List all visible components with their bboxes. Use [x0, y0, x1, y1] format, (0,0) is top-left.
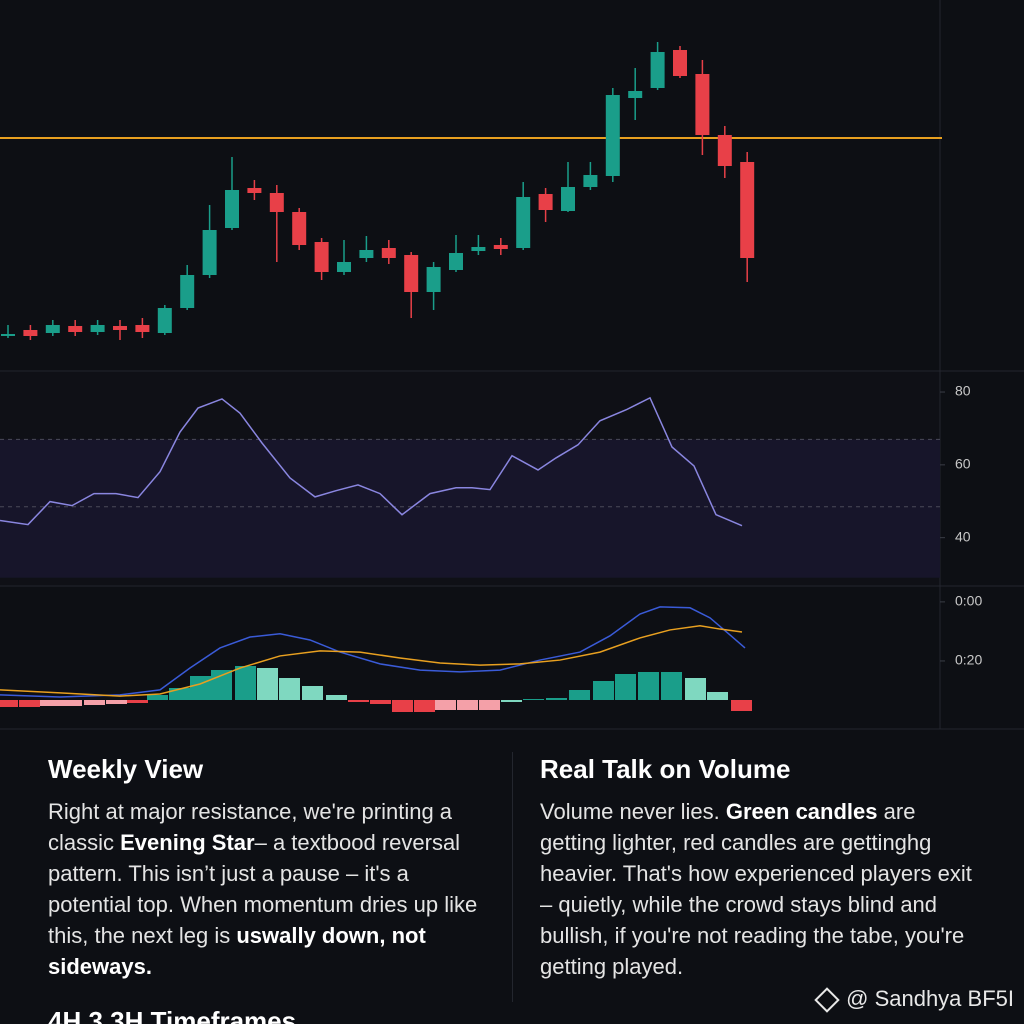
candle-body [314, 242, 329, 272]
paragraph: Right at major resistance, we're printin… [48, 796, 488, 982]
bold-text: uswally down, not sideways. [48, 923, 426, 979]
histogram-bar [40, 700, 61, 706]
candle-body [202, 230, 217, 275]
candle-body [337, 262, 351, 272]
candle-body [292, 212, 307, 245]
histogram-bar [190, 676, 211, 700]
candle-body [90, 325, 105, 332]
watermark-text: @ Sandhya BF5I [846, 986, 1014, 1011]
candle-body [538, 194, 553, 210]
candle-body [516, 197, 531, 248]
candle-body [225, 190, 239, 228]
candle-body [493, 245, 508, 249]
candle-body [650, 52, 665, 88]
candle-body [605, 95, 620, 176]
candle-body [695, 74, 710, 135]
histogram-bar [61, 700, 82, 706]
macd-line [0, 625, 743, 697]
cut-heading: 4H 3.3H Timeframes [48, 1006, 297, 1024]
candle-body [269, 193, 284, 212]
histogram-bar [569, 690, 590, 700]
divider [512, 752, 513, 1002]
candle-body [157, 308, 172, 333]
candle-body [717, 135, 732, 166]
candle-body [247, 188, 262, 193]
volume-talk: Real Talk on Volume Volume never lies. Gr… [540, 752, 980, 982]
histogram-bar [661, 672, 682, 700]
weekly-view: Weekly View Right at major resistance, we… [48, 752, 488, 982]
histogram-bar [457, 700, 478, 710]
heading: Real Talk on Volume [540, 754, 791, 784]
histogram-bar [731, 700, 752, 711]
candle-body [404, 255, 419, 292]
histogram-bar [685, 678, 706, 700]
y-tick-label: 0:20 [955, 652, 982, 668]
candle-body [359, 250, 374, 258]
bold-text: Green candles [725, 799, 878, 824]
candle-body [113, 326, 127, 330]
histogram-bar [546, 698, 567, 700]
text: – a textbood reversal pattern. This isn’… [48, 830, 478, 948]
watermark: @ Sandhya BF5I [814, 986, 1014, 1013]
histogram-bar [435, 700, 456, 710]
histogram-bar [84, 700, 105, 705]
histogram-bar [638, 672, 659, 700]
histogram-bar [147, 695, 168, 700]
histogram-bar [279, 678, 300, 700]
y-tick-label: 60 [955, 456, 971, 472]
histogram-bar [707, 692, 728, 700]
candle-body [561, 187, 575, 211]
paragraph: Volume never lies. Green candles are get… [540, 796, 980, 982]
candle-body [1, 334, 15, 336]
text: Right at major resistance, we're printin… [48, 799, 453, 855]
histogram-bar [326, 695, 347, 700]
rsi-band [0, 439, 940, 578]
histogram-bar [19, 700, 40, 707]
candle-body [426, 267, 441, 292]
histogram-bar [211, 670, 232, 700]
heading: Weekly View [48, 754, 204, 784]
histogram-bar [127, 700, 148, 703]
candle-body [740, 162, 755, 258]
candle-body [23, 330, 38, 336]
y-tick-label: 80 [955, 383, 971, 399]
logo [814, 987, 840, 1013]
candle-body [68, 326, 83, 332]
histogram-bar [593, 681, 614, 700]
candle-body [180, 275, 195, 308]
candle-body [449, 253, 463, 270]
histogram-bar [235, 666, 256, 700]
histogram-bar [501, 700, 522, 702]
histogram-bar [106, 700, 127, 704]
candle-body [628, 91, 643, 98]
candle-body [45, 325, 60, 333]
candle-body [583, 175, 598, 187]
macd-line [0, 606, 746, 698]
histogram-bar [523, 699, 544, 700]
histogram-bar [392, 700, 413, 712]
candle-body [381, 248, 396, 258]
charts: 80 60 40 0:00 0:20 [0, 0, 1024, 730]
histogram-bar [302, 686, 323, 700]
y-tick-label: 40 [955, 528, 971, 544]
candle-body [135, 325, 150, 332]
histogram-bar [348, 700, 369, 702]
histogram-bar [479, 700, 500, 710]
candle-body [673, 50, 687, 76]
histogram-bar [615, 674, 636, 700]
histogram-bar [257, 668, 278, 700]
histogram-bar [0, 700, 18, 707]
histogram-bar [414, 700, 435, 712]
text: Volume never lies. [540, 799, 726, 824]
text: are getting lighter, red candles are get… [540, 799, 972, 979]
bold-text: Evening Star [120, 830, 255, 855]
y-tick-label: 0:00 [955, 593, 982, 609]
histogram-bar [370, 700, 391, 704]
candle-body [471, 247, 486, 251]
rsi-line [0, 396, 743, 527]
